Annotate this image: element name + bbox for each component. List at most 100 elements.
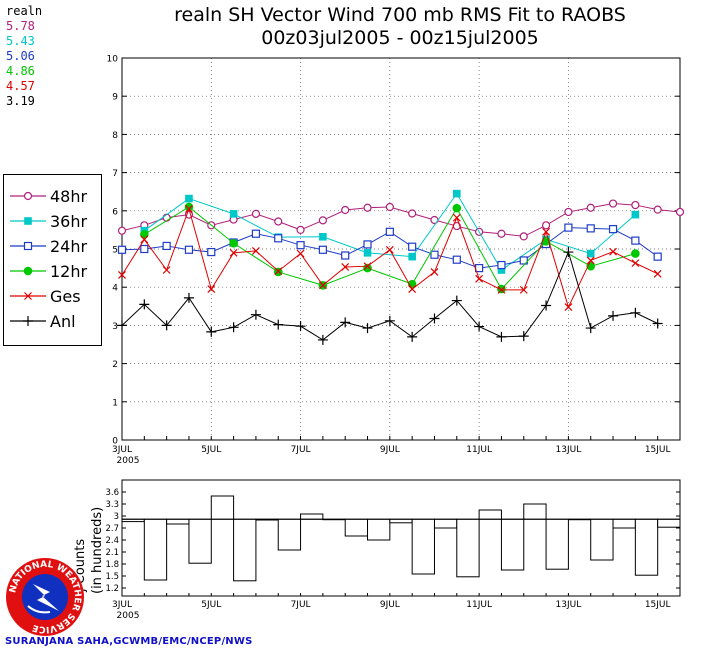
data-point-24hr [184, 245, 194, 254]
x-tick-label: 5JUL [201, 445, 221, 455]
data-point-24hr [430, 250, 439, 259]
data-point-24hr [363, 240, 372, 249]
count-bar [500, 518, 525, 571]
legend-marker-ges [24, 292, 32, 300]
data-point-48hr [631, 200, 640, 210]
mean-value-anl: 3.19 [6, 94, 35, 108]
footer-credit: SURANJANA SAHA,GCWMB/EMC/NCEP/NWS [5, 636, 253, 647]
data-point-48hr [586, 203, 595, 212]
data-point-anl [630, 307, 641, 318]
data-point-36hr [319, 232, 327, 241]
data-point-24hr [162, 241, 171, 251]
data-point-anl [273, 319, 284, 330]
legend-label-12hr: 12hr [50, 262, 88, 281]
data-point-36hr [185, 194, 193, 203]
count-bar [210, 495, 235, 520]
data-point-24hr [497, 260, 506, 270]
data-point-48hr [274, 217, 283, 226]
data-point-ges [430, 267, 439, 276]
data-point-48hr [318, 216, 327, 225]
mean-value-12hr: 4.86 [6, 64, 35, 78]
data-point-24hr [452, 255, 461, 264]
data-point-24hr [608, 225, 618, 234]
data-point-anl [161, 320, 172, 331]
x-tick-sublabel: 2005 [117, 456, 140, 466]
y-tick-label: 4 [112, 284, 118, 294]
mean-value-48hr: 5.78 [6, 19, 35, 33]
data-point-48hr [385, 202, 394, 212]
y-tick-label: 7 [112, 169, 118, 179]
data-point-24hr [586, 224, 595, 233]
y-tick-label: 2.1 [105, 548, 119, 558]
data-point-12hr [452, 203, 462, 213]
x-tick-label: 15JUL [645, 445, 671, 455]
data-point-ges [118, 271, 126, 279]
data-point-anl [117, 320, 127, 331]
y-tick-label: 2 [112, 360, 118, 370]
y-tick-label: 1 [112, 398, 118, 408]
chart-title: realn SH Vector Wind 700 mb RMS Fit to R… [174, 4, 626, 26]
data-point-anl [518, 331, 529, 342]
count-bar [411, 518, 435, 575]
y-tick-label: 1.5 [105, 572, 119, 582]
data-point-24hr [341, 251, 350, 260]
count-bar [590, 518, 614, 561]
x-tick-label: 11JUL [466, 600, 492, 610]
data-point-ges [341, 263, 350, 271]
legend-marker-12hr [23, 266, 33, 276]
data-point-48hr [653, 205, 662, 214]
y-tick-label: 3.3 [105, 500, 119, 510]
y-tick-label: 6 [112, 207, 118, 217]
y-tick-label: 9 [112, 93, 118, 103]
x-tick-label: 3JUL [112, 600, 132, 610]
data-point-ges [207, 285, 216, 294]
data-point-48hr [296, 225, 305, 234]
data-point-anl [183, 292, 194, 303]
data-point-ges [185, 204, 193, 213]
y-tick-label: 5 [112, 246, 118, 256]
data-point-48hr [519, 232, 528, 241]
count-bar [478, 509, 502, 520]
data-point-ges [452, 213, 461, 222]
data-point-anl [608, 310, 619, 321]
count-bar [545, 518, 569, 570]
data-point-anl [384, 315, 395, 326]
data-point-24hr [653, 252, 662, 261]
data-point-48hr [541, 221, 551, 230]
count-bar [344, 518, 369, 537]
x-tick-label: 13JUL [556, 445, 582, 455]
data-point-48hr [675, 207, 685, 217]
logo-swirl [27, 605, 51, 614]
data-point-ges [609, 247, 617, 256]
data-point-ges [296, 249, 305, 258]
y-tick-label: 8 [112, 131, 118, 141]
y-tick-label: 10 [107, 55, 119, 65]
data-point-anl [250, 309, 261, 320]
count-bar [523, 503, 547, 520]
data-point-24hr [519, 256, 528, 265]
data-point-anl [429, 313, 440, 324]
data-point-ges [586, 256, 595, 265]
data-point-48hr [564, 207, 573, 217]
data-point-anl [317, 334, 328, 345]
data-point-12hr [229, 238, 238, 248]
y-tick-label: 3.6 [105, 488, 119, 498]
count-bar [277, 518, 302, 551]
data-point-48hr [341, 205, 350, 215]
data-point-ges [653, 269, 662, 278]
legend-label-36hr: 36hr [50, 212, 88, 231]
y-tick-label: 2.4 [105, 536, 119, 546]
data-point-anl [496, 331, 507, 342]
y-tick-label: 0 [112, 437, 118, 447]
data-point-24hr [207, 247, 216, 257]
legend-marker-24hr [23, 241, 33, 251]
chart-subtitle: 00z03jul2005 - 00z15jul2005 [261, 27, 539, 49]
data-point-36hr [586, 249, 595, 258]
data-point-anl [585, 323, 596, 334]
y-axis-sublabel: (in hundreds) [90, 507, 105, 594]
data-point-48hr [608, 199, 618, 208]
data-point-24hr [475, 264, 484, 273]
x-tick-label: 13JUL [556, 600, 582, 610]
